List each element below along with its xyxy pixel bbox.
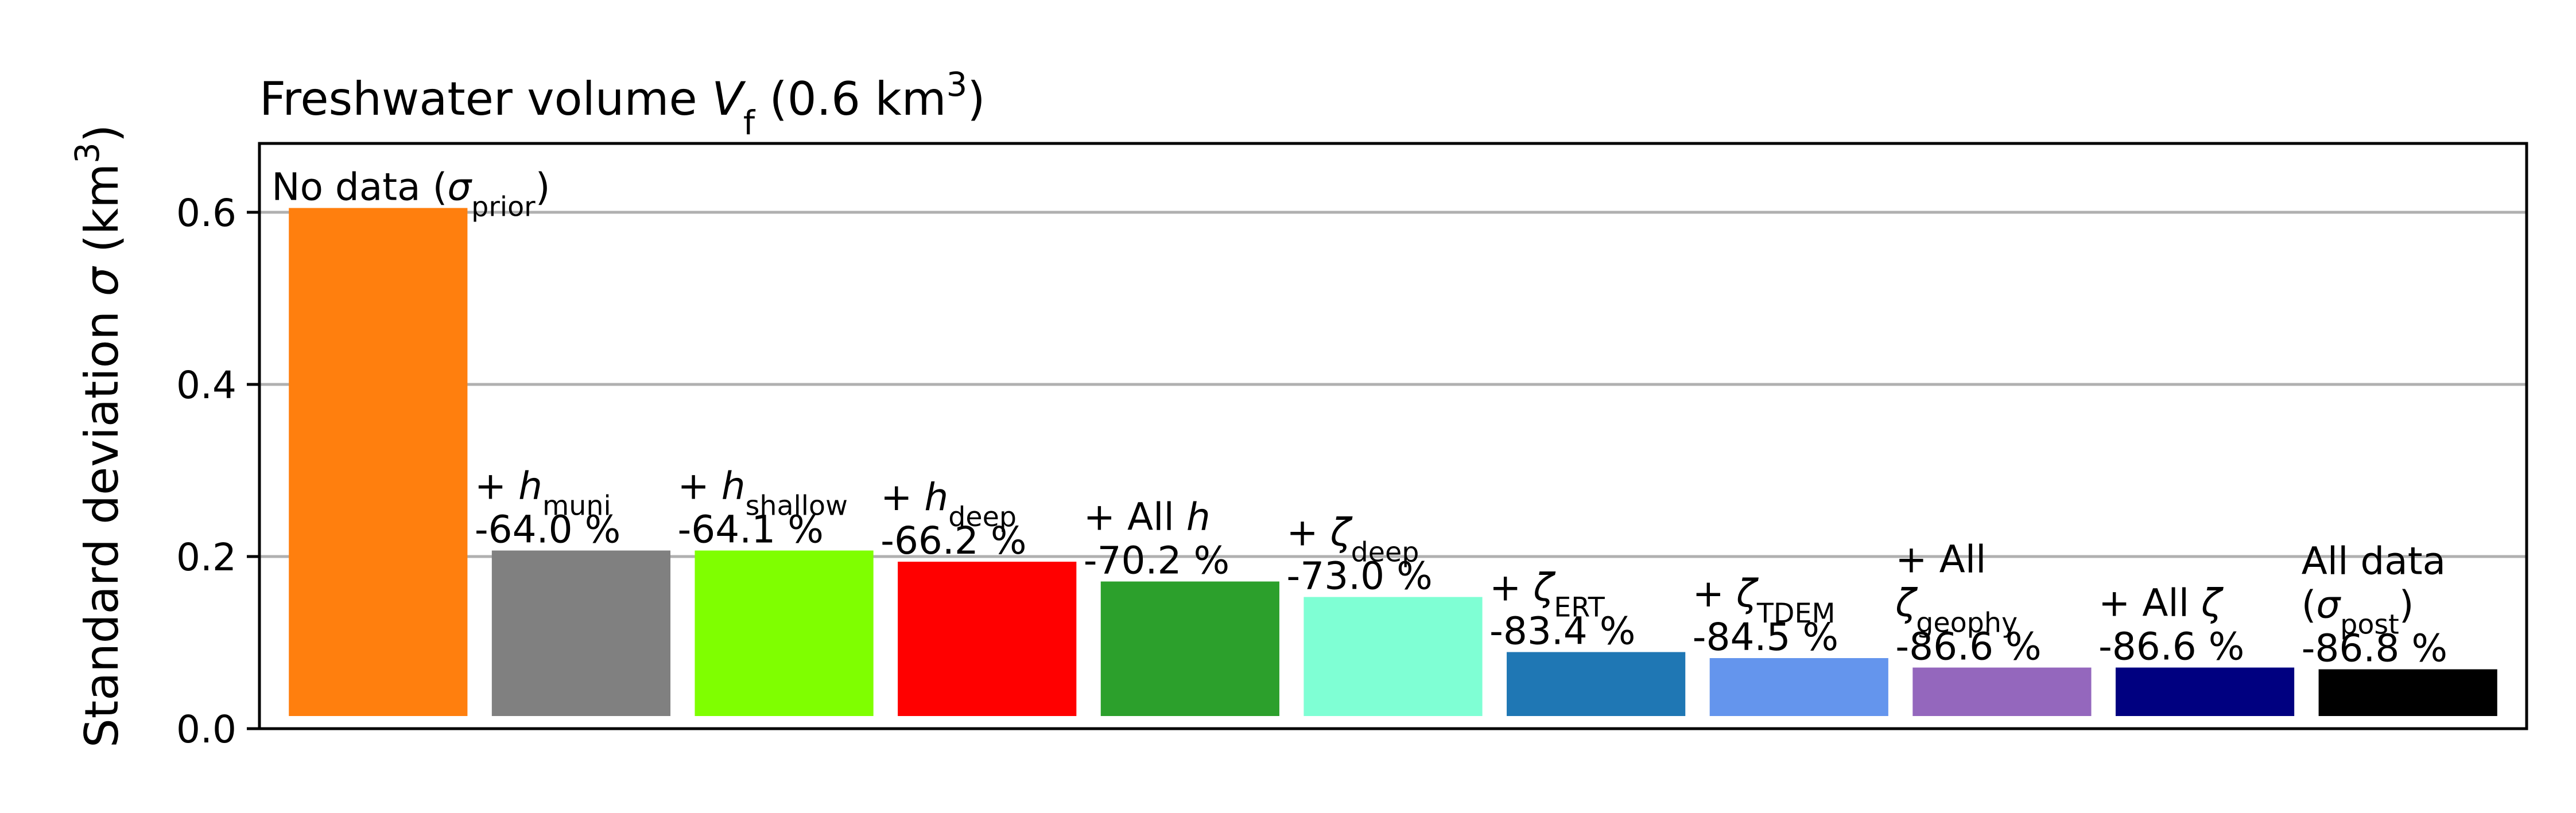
bar-label: + hdeep [880, 475, 1017, 533]
bar-label: + All h [1084, 495, 1211, 539]
bar [1912, 667, 2092, 716]
bar-label: -86.6 % [2098, 625, 2244, 669]
y-tick-label: 0.0 [176, 707, 236, 752]
bar-label: No data (σprior) [271, 165, 550, 223]
bar [1507, 652, 1686, 716]
y-ticks: 0.0 0.2 0.4 0.6 [176, 191, 259, 752]
bar-label: + All ζ [2098, 581, 2224, 625]
bar-labels: No data (σprior) + hmuni-64.0 % + hshallow… [271, 165, 2447, 671]
bar [1709, 658, 1888, 716]
bar-label: ζgeophy [1895, 581, 2018, 639]
bar-label: -66.2 % [880, 519, 1026, 563]
bar [1100, 581, 1279, 716]
y-tick-label: 0.4 [176, 363, 236, 407]
bar [2318, 669, 2497, 716]
bar-label: -84.5 % [1693, 615, 1838, 659]
bar-label: -86.6 % [1895, 625, 2041, 669]
bar [289, 208, 468, 716]
bar [898, 562, 1077, 716]
bar-label: + ζdeep [1286, 511, 1419, 569]
bar-label: + hshallow [677, 464, 847, 522]
bar [695, 550, 874, 716]
bars [289, 208, 2497, 716]
bar-label: + ζERT [1489, 566, 1605, 624]
bar [2115, 667, 2295, 716]
bar-label: -83.4 % [1489, 609, 1635, 653]
chart-title: Freshwater volume Vf (0.6 km3) [259, 65, 986, 142]
bar-label: -86.8 % [2302, 627, 2447, 671]
y-tick-label: 0.2 [176, 535, 236, 579]
bar-label: -70.2 % [1084, 539, 1229, 583]
bar-label: (σpost) [2302, 583, 2414, 641]
bar-label: + All [1895, 538, 1986, 582]
y-axis-label: Standard deviation σ (km3) [68, 125, 129, 748]
axes-frame [258, 142, 2528, 730]
bar-label: -64.1 % [677, 508, 823, 552]
bar [491, 550, 671, 716]
bar-label: -64.0 % [475, 508, 620, 552]
bar [1303, 597, 1483, 716]
bar-label: All data [2302, 539, 2446, 584]
bar-label: -73.0 % [1286, 554, 1432, 598]
y-tick-label: 0.6 [176, 191, 236, 235]
bar-label: + hmuni [475, 464, 611, 522]
bar-label: + ζTDEM [1693, 571, 1836, 629]
